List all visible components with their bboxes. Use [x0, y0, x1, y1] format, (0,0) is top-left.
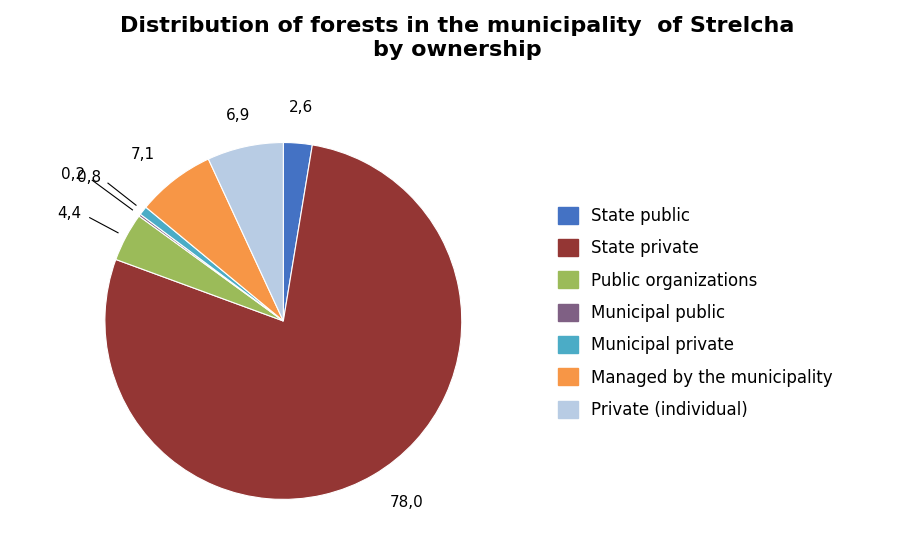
Wedge shape: [208, 143, 283, 321]
Text: 0,2: 0,2: [61, 168, 85, 182]
Text: Distribution of forests in the municipality  of Strelcha
by ownership: Distribution of forests in the municipal…: [120, 16, 794, 59]
Wedge shape: [146, 159, 283, 321]
Text: 78,0: 78,0: [389, 496, 423, 510]
Wedge shape: [139, 214, 283, 321]
Text: 7,1: 7,1: [131, 147, 154, 162]
Wedge shape: [116, 216, 283, 321]
Legend: State public, State private, Public organizations, Municipal public, Municipal p: State public, State private, Public orga…: [558, 207, 833, 419]
Text: 4,4: 4,4: [58, 206, 82, 221]
Wedge shape: [283, 143, 313, 321]
Text: 6,9: 6,9: [226, 108, 250, 123]
Wedge shape: [141, 207, 283, 321]
Wedge shape: [105, 145, 462, 499]
Text: 2,6: 2,6: [289, 100, 313, 115]
Text: 0,8: 0,8: [77, 170, 101, 185]
